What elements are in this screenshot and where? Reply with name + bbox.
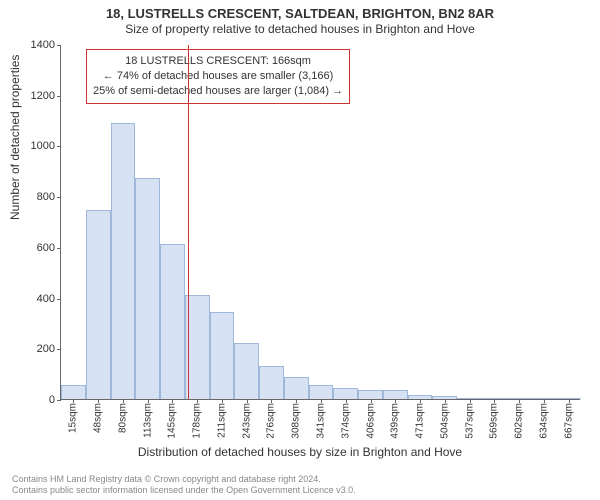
x-tick-label: 634sqm [538, 403, 549, 439]
footer-line-2: Contains public sector information licen… [12, 485, 356, 496]
histogram-bar [284, 377, 309, 399]
chart-title: 18, LUSTRELLS CRESCENT, SALTDEAN, BRIGHT… [0, 6, 600, 21]
x-tick-label: 276sqm [266, 403, 277, 439]
histogram-bar [333, 388, 358, 399]
x-tick-mark [346, 399, 347, 403]
x-tick-mark [247, 399, 248, 403]
x-tick-mark [197, 399, 198, 403]
y-tick-mark [57, 299, 61, 300]
x-tick-mark [172, 399, 173, 403]
annotation-line-1: 18 LUSTRELLS CRESCENT: 166sqm [93, 54, 343, 69]
x-tick-label: 602sqm [514, 403, 525, 439]
x-tick-mark [544, 399, 545, 403]
y-tick-label: 1400 [21, 39, 61, 51]
x-tick-label: 569sqm [489, 403, 500, 439]
x-tick-mark [470, 399, 471, 403]
x-tick-mark [123, 399, 124, 403]
y-tick-label: 400 [21, 293, 61, 305]
histogram-bar [111, 123, 136, 399]
x-tick-mark [222, 399, 223, 403]
x-tick-label: 439sqm [390, 403, 401, 439]
histogram-bar [61, 385, 86, 399]
histogram-bar [86, 210, 111, 399]
y-tick-mark [57, 349, 61, 350]
x-tick-label: 504sqm [439, 403, 450, 439]
y-tick-mark [57, 248, 61, 249]
x-tick-mark [445, 399, 446, 403]
x-tick-label: 471sqm [415, 403, 426, 439]
y-tick-mark [57, 96, 61, 97]
histogram-bar [160, 244, 185, 399]
y-tick-mark [57, 45, 61, 46]
y-tick-mark [57, 400, 61, 401]
x-tick-mark [73, 399, 74, 403]
histogram-bar [234, 343, 259, 399]
x-tick-mark [271, 399, 272, 403]
reference-line [188, 45, 189, 399]
x-tick-label: 211sqm [216, 403, 227, 438]
y-tick-mark [57, 146, 61, 147]
y-axis-label: Number of detached properties [8, 55, 22, 220]
histogram-bar [135, 178, 160, 399]
y-tick-label: 0 [21, 394, 61, 406]
x-tick-mark [420, 399, 421, 403]
histogram-bar [259, 366, 284, 399]
y-tick-label: 600 [21, 242, 61, 254]
y-tick-mark [57, 197, 61, 198]
x-tick-label: 145sqm [167, 403, 178, 439]
x-tick-label: 113sqm [142, 403, 153, 438]
x-tick-mark [98, 399, 99, 403]
annotation-box: 18 LUSTRELLS CRESCENT: 166sqm ← 74% of d… [86, 49, 350, 104]
x-tick-mark [569, 399, 570, 403]
annotation-line-2: ← 74% of detached houses are smaller (3,… [93, 69, 343, 84]
x-tick-label: 243sqm [241, 403, 252, 439]
footer-attribution: Contains HM Land Registry data © Crown c… [12, 474, 356, 497]
x-tick-mark [371, 399, 372, 403]
chart-subtitle: Size of property relative to detached ho… [0, 22, 600, 36]
histogram-bar [383, 390, 408, 399]
chart-container: 18, LUSTRELLS CRESCENT, SALTDEAN, BRIGHT… [0, 0, 600, 500]
x-tick-mark [148, 399, 149, 403]
histogram-bar [210, 312, 235, 399]
x-tick-mark [395, 399, 396, 403]
histogram-bar [358, 390, 383, 399]
histogram-bar [309, 385, 334, 399]
x-tick-label: 341sqm [316, 403, 327, 439]
footer-line-1: Contains HM Land Registry data © Crown c… [12, 474, 356, 485]
x-tick-label: 406sqm [365, 403, 376, 439]
y-tick-label: 1200 [21, 90, 61, 102]
x-tick-label: 374sqm [340, 403, 351, 439]
annotation-line-3: 25% of semi-detached houses are larger (… [93, 84, 343, 99]
x-tick-mark [321, 399, 322, 403]
plot-area: 18 LUSTRELLS CRESCENT: 166sqm ← 74% of d… [60, 45, 580, 400]
y-tick-label: 1000 [21, 140, 61, 152]
y-tick-label: 200 [21, 343, 61, 355]
x-tick-mark [296, 399, 297, 403]
x-axis-label: Distribution of detached houses by size … [0, 445, 600, 459]
x-tick-label: 80sqm [117, 403, 128, 433]
x-tick-label: 308sqm [291, 403, 302, 439]
y-tick-label: 800 [21, 191, 61, 203]
x-tick-label: 178sqm [192, 403, 203, 439]
x-tick-mark [494, 399, 495, 403]
x-tick-mark [519, 399, 520, 403]
x-tick-label: 667sqm [563, 403, 574, 439]
x-tick-label: 537sqm [464, 403, 475, 439]
x-tick-label: 15sqm [68, 403, 79, 433]
x-tick-label: 48sqm [93, 403, 104, 433]
